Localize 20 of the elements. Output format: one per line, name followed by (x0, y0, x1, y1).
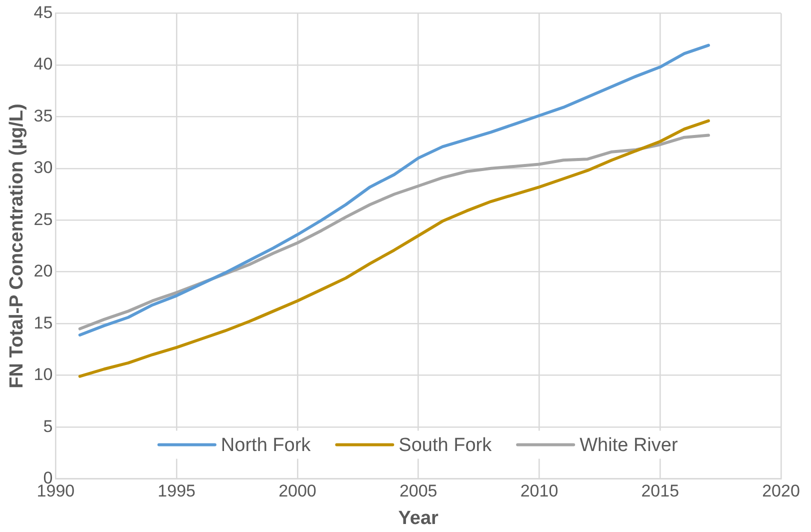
y-tick-label: 45 (34, 2, 53, 22)
x-tick-label: 2005 (399, 482, 438, 501)
x-tick-label: 2000 (278, 482, 316, 501)
x-tick-label: 1995 (158, 482, 196, 501)
y-tick-label: 35 (34, 106, 53, 126)
y-tick-label: 10 (34, 365, 53, 384)
y-tick-label: 15 (34, 313, 53, 332)
legend-label: White River (580, 435, 678, 456)
y-tick-label: 40 (34, 54, 53, 74)
x-tick-label: 2015 (641, 482, 680, 501)
y-tick-label: 20 (34, 262, 53, 281)
legend-label: North Fork (220, 435, 312, 456)
x-tick-label: 2020 (762, 482, 800, 501)
x-axis-title: Year (398, 508, 440, 529)
legend-label: South Fork (398, 435, 492, 456)
y-tick-label: 5 (43, 416, 53, 436)
y-axis-title: FN Total-P Concentration (µg/L) (6, 104, 28, 388)
x-tick-label: 2010 (520, 482, 558, 501)
y-tick-label: 30 (34, 158, 53, 178)
y-tick-label: 25 (34, 210, 53, 229)
